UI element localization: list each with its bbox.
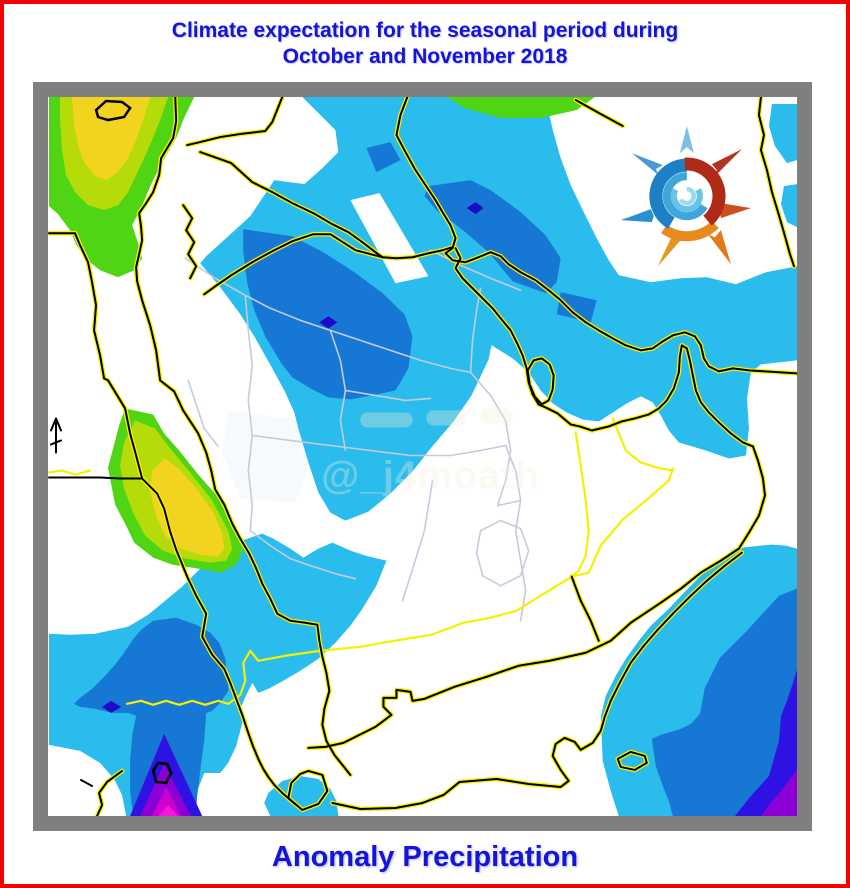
svg-text:@_j4moath: @_j4moath: [321, 455, 540, 498]
